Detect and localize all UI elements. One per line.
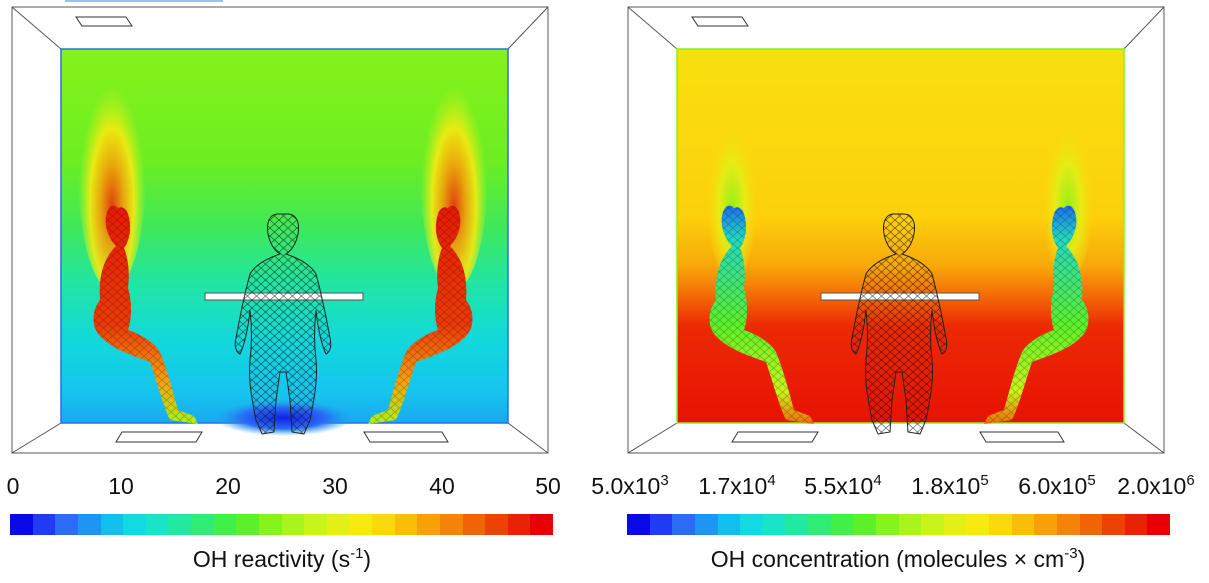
colorbar-swatch <box>191 514 214 535</box>
colorbar-swatch <box>1011 514 1035 535</box>
colorbar-swatch <box>439 514 463 535</box>
floor-vent-left <box>115 431 203 443</box>
floor-vent-right <box>363 431 449 443</box>
left-tick: 20 <box>215 473 241 499</box>
colorbar-swatch <box>213 514 237 535</box>
colorbar-swatch <box>875 514 899 535</box>
left-colorbar-strip <box>10 514 553 535</box>
floor-vent-right <box>979 431 1065 443</box>
colorbar-swatch <box>672 514 695 535</box>
colorbar-swatch <box>627 514 650 535</box>
colorbar-swatch <box>808 514 831 535</box>
colorbar-swatch <box>1124 514 1148 535</box>
colorbar-swatch <box>717 514 741 535</box>
right-tick: 5.5x104 <box>804 472 882 499</box>
colorbar-swatch <box>417 514 440 535</box>
simulation-scene <box>11 6 1165 454</box>
colorbar-swatch <box>1034 514 1057 535</box>
colorbar-swatch <box>649 514 673 535</box>
colorbar-swatch <box>145 514 169 535</box>
colorbar-swatch <box>921 514 944 535</box>
colorbar-swatch <box>485 514 508 535</box>
left-tick: 40 <box>429 473 455 499</box>
colorbar-swatch <box>258 514 282 535</box>
colorbar-swatch <box>326 514 350 535</box>
colorbar-swatch <box>394 514 418 535</box>
colorbar-swatch <box>966 514 989 535</box>
colorbar-swatch <box>898 514 922 535</box>
right-tick: 1.8x105 <box>911 472 989 499</box>
colorbar-swatch <box>1079 514 1103 535</box>
left-tick: 30 <box>322 473 348 499</box>
colorbar-swatch <box>304 514 327 535</box>
colorbar-swatch <box>740 514 763 535</box>
left-domain-panel <box>11 6 549 454</box>
colorbar-swatch <box>943 514 967 535</box>
colorbar-swatch <box>32 514 56 535</box>
right-tick: 2.0x106 <box>1117 472 1195 499</box>
colorbar-swatch <box>830 514 854 535</box>
colorbar-swatch <box>853 514 876 535</box>
right-tick: 1.7x104 <box>698 472 776 499</box>
left-tick: 50 <box>535 473 561 499</box>
colorbar-swatch <box>462 514 486 535</box>
colorbar-swatch <box>1102 514 1125 535</box>
selection-tab-indicator <box>65 0 223 2</box>
right-domain-panel <box>627 6 1165 454</box>
colorbar-swatch <box>507 514 531 535</box>
colorbar-swatch <box>349 514 372 535</box>
colorbar-swatch <box>77 514 101 535</box>
colorbar-swatch <box>372 514 395 535</box>
right-tick: 5.0x103 <box>591 472 669 499</box>
colorbar-swatch <box>100 514 124 535</box>
left-tick: 0 <box>6 473 20 499</box>
floor-vent-left <box>731 431 819 443</box>
colorbar-swatch <box>168 514 191 535</box>
left-tick: 10 <box>108 473 134 499</box>
colorbar-swatch <box>10 514 33 535</box>
colorbar-swatch <box>762 514 786 535</box>
colorbar-swatch <box>55 514 78 535</box>
ceiling-vent <box>75 16 133 27</box>
ceiling-vent <box>691 16 749 27</box>
colorbar-swatch <box>785 514 808 535</box>
right-colorbar-label: OH concentration (molecules × cm-3) <box>710 545 1086 572</box>
left-colorbar-label: OH reactivity (s-1) <box>192 545 372 572</box>
colorbar-swatch <box>1056 514 1080 535</box>
colorbar-swatch <box>530 514 553 535</box>
colorbar-swatch <box>1147 514 1170 535</box>
right-colorbar-strip <box>627 514 1170 535</box>
colorbar-swatch <box>694 514 718 535</box>
colorbar-swatch <box>123 514 146 535</box>
colorbar-swatch <box>989 514 1012 535</box>
colorbar-swatch <box>236 514 259 535</box>
colorbar-swatch <box>281 514 305 535</box>
right-tick: 6.0x105 <box>1018 472 1096 499</box>
